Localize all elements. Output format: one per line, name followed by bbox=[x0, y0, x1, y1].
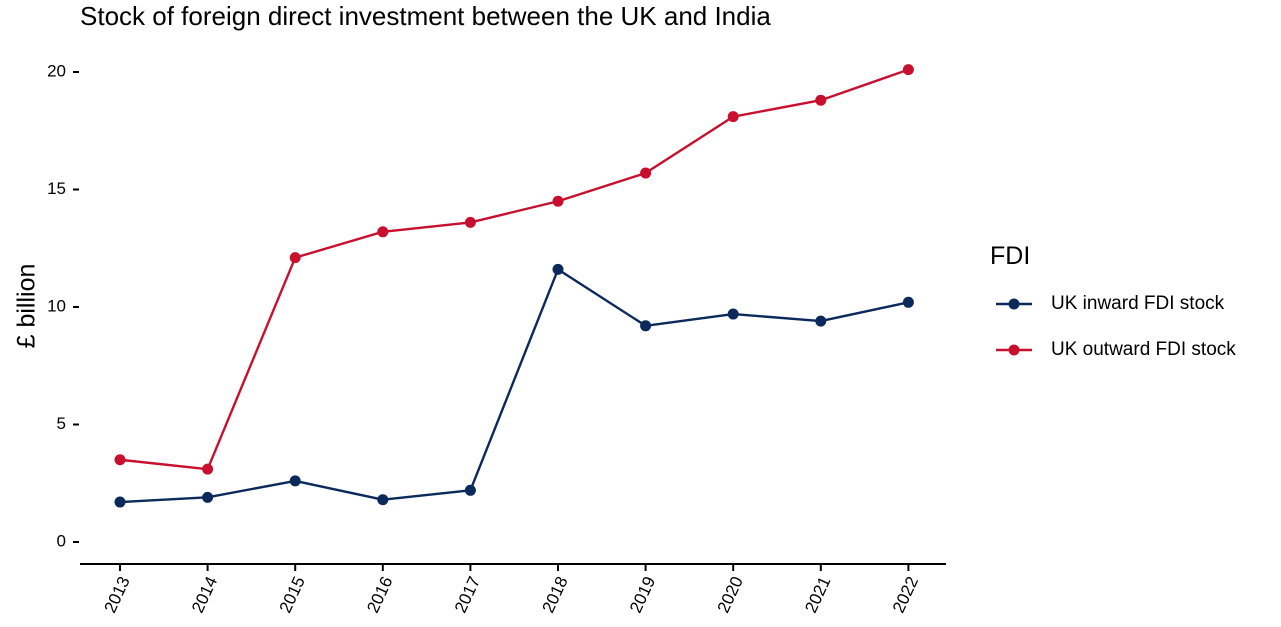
y-tick-label: 15 bbox=[47, 179, 66, 198]
data-point bbox=[289, 252, 301, 264]
x-tick-label: 2021 bbox=[801, 574, 834, 616]
data-point bbox=[552, 195, 564, 207]
series-1 bbox=[114, 64, 914, 475]
x-tick-label: 2014 bbox=[188, 574, 221, 616]
data-point bbox=[902, 64, 914, 76]
legend: FDI UK inward FDI stock UK outward FDI st… bbox=[990, 242, 1236, 360]
data-point bbox=[202, 491, 214, 503]
data-point bbox=[114, 496, 126, 508]
data-point bbox=[815, 315, 827, 327]
data-point bbox=[464, 484, 476, 496]
x-tick-label: 2015 bbox=[276, 574, 309, 616]
series-0 bbox=[114, 263, 914, 508]
legend-key-point bbox=[1008, 298, 1020, 310]
x-tick-label: 2018 bbox=[538, 574, 571, 616]
x-tick-label: 2022 bbox=[889, 574, 922, 616]
x-tick-label: 2016 bbox=[363, 574, 396, 616]
chart-title: Stock of foreign direct investment betwe… bbox=[80, 1, 771, 31]
data-point bbox=[114, 454, 126, 466]
data-point bbox=[289, 475, 301, 487]
legend-label: UK outward FDI stock bbox=[1051, 339, 1236, 360]
x-tick-label: 2020 bbox=[714, 574, 747, 616]
y-tick-label: 10 bbox=[47, 296, 66, 315]
x-tick-label: 2017 bbox=[451, 574, 484, 616]
y-tick-label: 5 bbox=[57, 414, 66, 433]
y-tick-label: 0 bbox=[57, 531, 66, 550]
y-axis-label: £ billion bbox=[13, 264, 41, 349]
y-tick-label: 20 bbox=[47, 61, 66, 80]
data-point bbox=[815, 94, 827, 106]
data-point bbox=[464, 216, 476, 228]
series-layer bbox=[114, 64, 914, 508]
data-point bbox=[727, 111, 739, 123]
legend-entry-0: UK inward FDI stock bbox=[996, 293, 1225, 314]
data-point bbox=[377, 226, 389, 238]
data-point bbox=[552, 263, 564, 275]
legend-label: UK inward FDI stock bbox=[1051, 293, 1225, 314]
data-point bbox=[202, 463, 214, 475]
data-point bbox=[727, 308, 739, 320]
legend-entry-1: UK outward FDI stock bbox=[996, 339, 1236, 360]
data-point bbox=[902, 296, 914, 308]
data-point bbox=[640, 167, 652, 179]
series-line bbox=[119, 68, 909, 471]
data-point bbox=[377, 494, 389, 506]
legend-key-point bbox=[1008, 344, 1020, 356]
axes: 0 5 10 15 20 2013 2014 2015 2016 2017 2018 2019 2020… bbox=[47, 61, 946, 616]
legend-title: FDI bbox=[990, 242, 1030, 270]
x-tick-label: 2013 bbox=[100, 574, 133, 616]
x-tick-label: 2019 bbox=[626, 574, 659, 616]
data-point bbox=[640, 320, 652, 332]
series-line bbox=[119, 268, 909, 504]
